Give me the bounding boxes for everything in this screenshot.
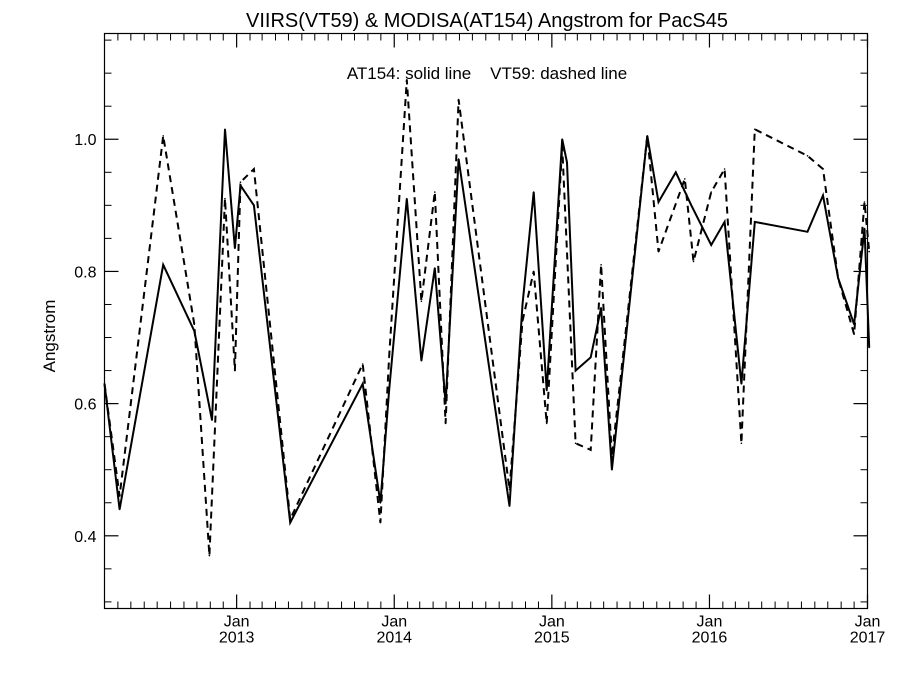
- data-point-at154: [379, 502, 382, 504]
- x-tick-year-label: 2015: [534, 630, 570, 647]
- data-point-vt59: [723, 168, 726, 170]
- data-point-vt59: [208, 554, 211, 557]
- data-point-vt59: [224, 197, 226, 200]
- data-point-at154: [224, 128, 226, 131]
- data-point-at154: [234, 247, 236, 250]
- data-point-vt59: [118, 495, 121, 497]
- data-point-vt59: [457, 98, 460, 101]
- data-point-at154: [532, 191, 535, 193]
- x-tick-year-label: 2017: [850, 630, 886, 647]
- data-point-vt59: [589, 449, 592, 451]
- data-point-vt59: [521, 320, 524, 322]
- axis-ticks: 0.40.60.81.0Jan2013Jan2014Jan2015Jan2016…: [74, 33, 886, 647]
- data-point-vt59: [532, 270, 535, 273]
- x-tick-year-label: 2014: [376, 630, 412, 647]
- data-point-at154: [574, 369, 577, 372]
- data-point-at154: [868, 346, 870, 349]
- data-point-at154: [822, 194, 824, 197]
- data-point-at154: [545, 389, 548, 392]
- data-point-at154: [388, 389, 390, 392]
- data-point-at154: [611, 468, 613, 471]
- data-point-vt59: [646, 135, 649, 137]
- data-point-vt59: [600, 264, 602, 266]
- data-point-at154: [754, 221, 756, 223]
- series-line-at154: [103, 129, 871, 526]
- data-point-vt59: [508, 488, 511, 491]
- data-point-at154: [863, 227, 866, 230]
- y-tick-label: 0.4: [74, 529, 96, 546]
- data-point-at154: [600, 307, 602, 309]
- data-point-at154: [740, 383, 743, 385]
- data-point-at154: [406, 197, 408, 200]
- x-tick-year-label: 2013: [219, 630, 255, 647]
- data-point-at154: [211, 419, 213, 421]
- data-point-vt59: [863, 201, 866, 203]
- data-point-at154: [710, 244, 712, 246]
- data-point-vt59: [253, 168, 255, 170]
- data-point-vt59: [103, 383, 106, 385]
- data-point-at154: [361, 383, 364, 385]
- data-point-vt59: [684, 178, 686, 180]
- data-point-vt59: [420, 300, 423, 303]
- data-point-at154: [434, 267, 436, 269]
- data-point-at154: [118, 508, 121, 511]
- data-point-vt59: [545, 422, 548, 425]
- data-point-vt59: [692, 260, 695, 263]
- series-annotation: AT154: solid line VT59: dashed line: [347, 64, 627, 83]
- y-axis-label: Angstrom: [40, 300, 59, 373]
- data-point-at154: [253, 204, 255, 207]
- data-point-vt59: [806, 155, 809, 157]
- data-point-at154: [690, 204, 693, 207]
- y-tick-label: 1.0: [74, 132, 96, 149]
- data-point-at154: [457, 158, 460, 160]
- data-point-vt59: [444, 422, 447, 425]
- data-point-vt59: [837, 277, 839, 279]
- data-point-at154: [723, 221, 726, 223]
- data-point-at154: [289, 521, 292, 524]
- data-point-at154: [806, 231, 809, 233]
- data-point-at154: [675, 171, 677, 174]
- data-point-vt59: [388, 356, 390, 359]
- data-point-vt59: [740, 442, 743, 445]
- data-point-at154: [521, 303, 524, 306]
- data-point-vt59: [162, 135, 164, 137]
- data-point-at154: [589, 356, 592, 359]
- data-point-vt59: [406, 79, 408, 81]
- data-point-vt59: [434, 191, 436, 193]
- x-tick-month-label: Jan: [381, 614, 407, 631]
- chart-title: VIIRS(VT59) & MODISA(AT154) Angstrom for…: [246, 10, 728, 32]
- y-tick-label: 0.6: [74, 397, 96, 414]
- series-line-vt59: [103, 79, 871, 556]
- x-tick-year-label: 2016: [692, 630, 728, 647]
- data-point-vt59: [234, 369, 236, 372]
- data-point-at154: [508, 505, 511, 507]
- data-point-vt59: [710, 191, 712, 193]
- data-point-vt59: [611, 455, 613, 458]
- data-point-vt59: [822, 168, 824, 170]
- x-tick-month-label: Jan: [697, 614, 723, 631]
- data-point-at154: [420, 359, 423, 362]
- data-point-vt59: [193, 323, 196, 326]
- data-point-vt59: [289, 518, 292, 521]
- data-point-at154: [657, 201, 660, 203]
- data-point-vt59: [561, 145, 563, 147]
- data-point-vt59: [361, 363, 364, 365]
- x-tick-month-label: Jan: [224, 614, 250, 631]
- y-tick-label: 0.8: [74, 264, 96, 281]
- data-point-at154: [566, 161, 568, 164]
- data-point-vt59: [657, 250, 660, 253]
- data-point-vt59: [754, 128, 756, 131]
- data-point-at154: [162, 264, 164, 266]
- series-layer: [103, 79, 871, 557]
- data-point-vt59: [239, 181, 242, 183]
- data-point-vt59: [574, 442, 577, 445]
- data-point-vt59: [868, 250, 870, 253]
- data-point-vt59: [853, 333, 855, 336]
- data-point-vt59: [379, 521, 382, 524]
- x-tick-month-label: Jan: [539, 614, 565, 631]
- data-point-at154: [561, 138, 563, 140]
- x-tick-month-label: Jan: [855, 614, 881, 631]
